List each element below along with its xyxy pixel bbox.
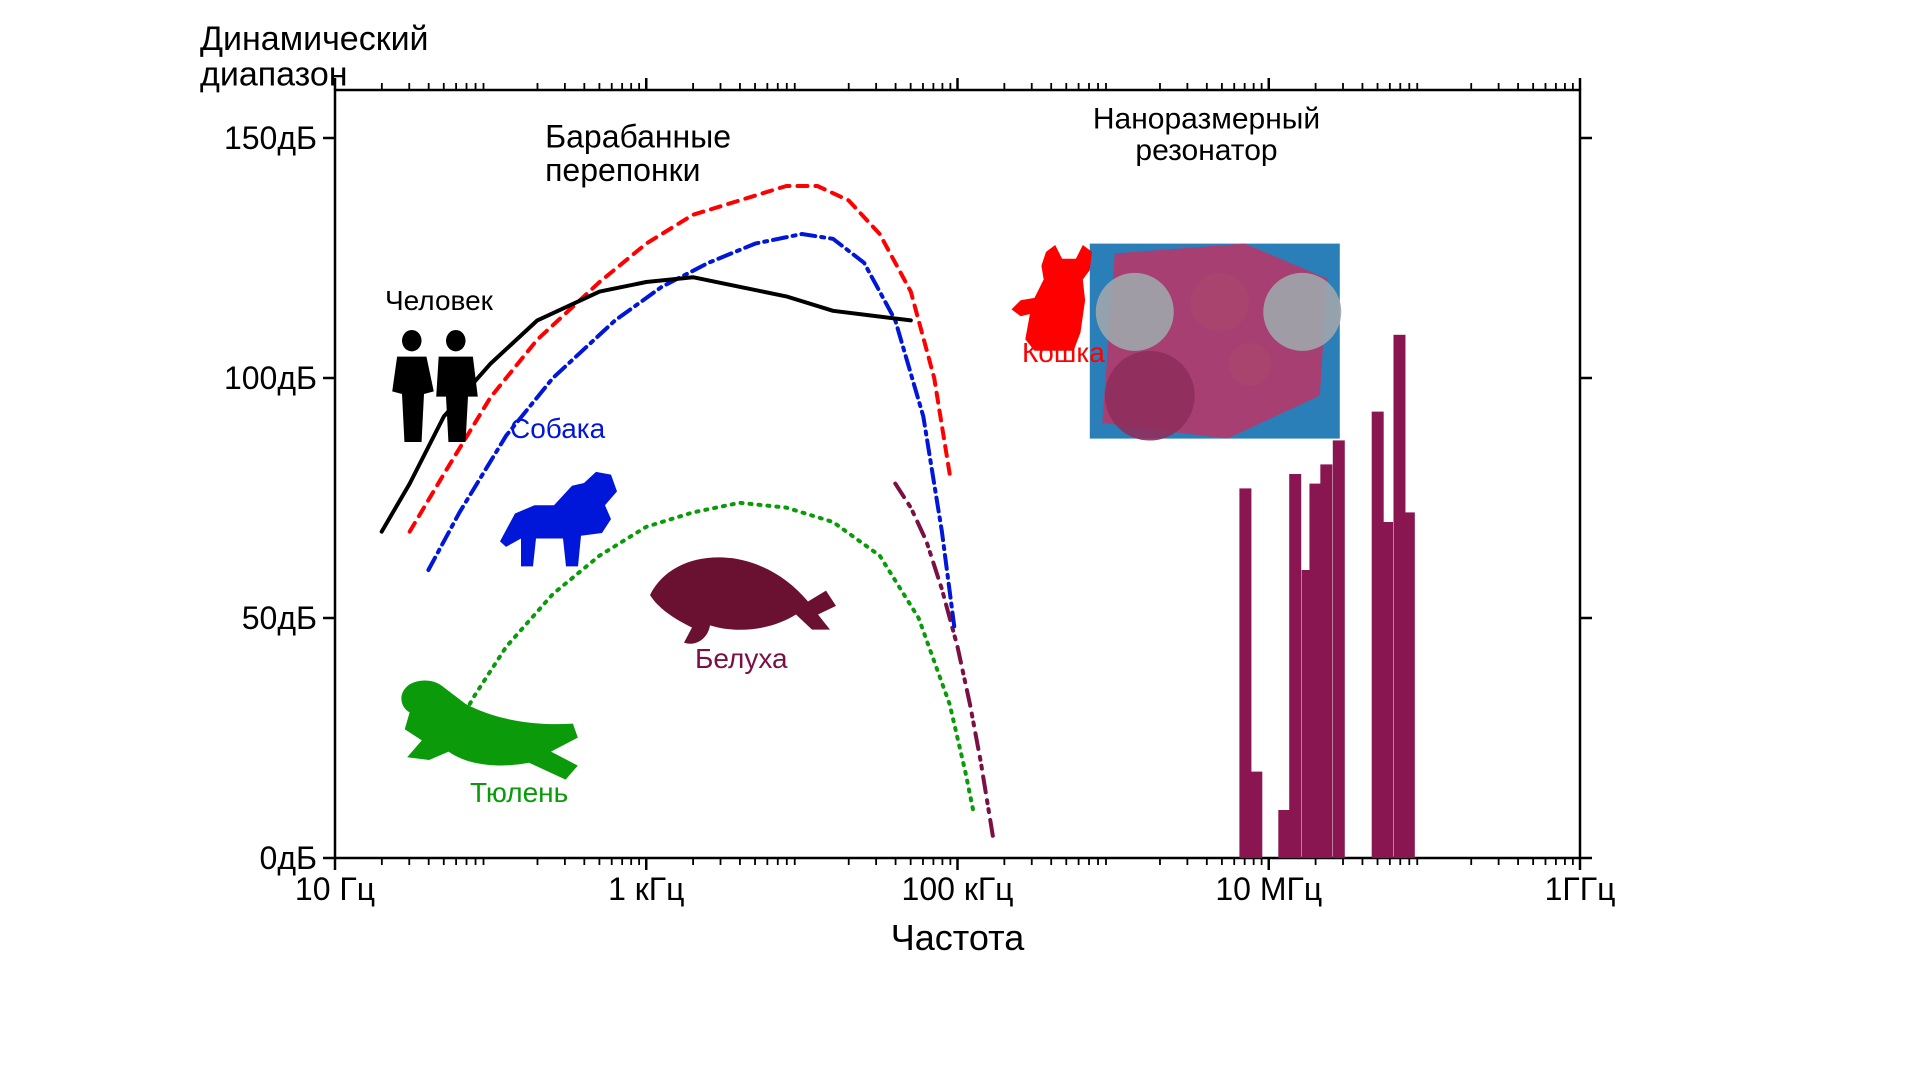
x-tick-label: 1 кГц [608, 871, 684, 907]
beluga-icon [650, 557, 836, 643]
label-nanores: Наноразмерныйрезонатор [1093, 102, 1320, 167]
resonator-bar [1320, 464, 1332, 858]
y-tick-label: 100дБ [224, 360, 317, 396]
label-human_lab: Человек [385, 285, 494, 316]
nanoresonator-inset [1090, 244, 1342, 441]
resonator-bar [1333, 440, 1345, 858]
label-beluga_lab: Белуха [695, 643, 788, 674]
series-cat [410, 186, 950, 532]
resonator-bar [1239, 488, 1251, 858]
label-cat_lab: Кошка [1022, 337, 1105, 368]
label-seal_lab: Тюлень [470, 777, 568, 808]
y-axis-title: Динамическийдиапазон [200, 20, 429, 94]
x-tick-label: 10 МГц [1215, 871, 1322, 907]
x-axis-title: Частота [891, 917, 1025, 958]
label-eardrums: Барабанныеперепонки [545, 119, 731, 189]
seal-icon [401, 680, 577, 779]
resonator-bar [1278, 810, 1290, 858]
chart-svg: ДинамическийдиапазонЧастота0дБ50дБ100дБ1… [0, 0, 1920, 1080]
x-tick-label: 1ГГц [1545, 871, 1616, 907]
resonator-bar [1403, 512, 1415, 858]
dog-icon [500, 472, 617, 566]
x-tick-label: 10 Гц [295, 871, 375, 907]
chart-root: ДинамическийдиапазонЧастота0дБ50дБ100дБ1… [0, 0, 1920, 1080]
y-tick-label: 150дБ [224, 120, 317, 156]
resonator-bar [1289, 474, 1301, 858]
resonator-bar [1309, 484, 1321, 858]
label-dog_lab: Собака [510, 413, 606, 444]
human-icon [392, 330, 478, 442]
resonator-bar [1250, 772, 1262, 858]
resonator-bar [1381, 522, 1393, 858]
x-tick-label: 100 кГц [902, 871, 1014, 907]
y-tick-label: 50дБ [242, 600, 317, 636]
cat-icon [1012, 245, 1093, 351]
